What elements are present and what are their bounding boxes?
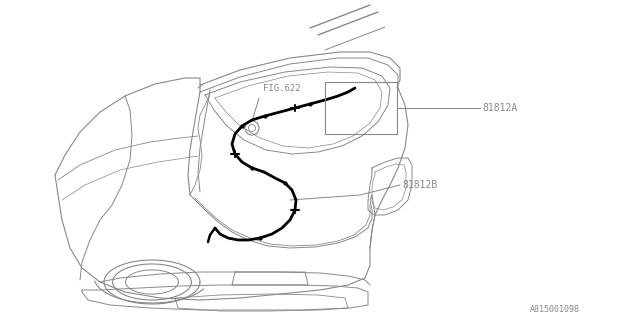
Text: FIG.622: FIG.622 xyxy=(263,84,301,92)
Text: 81812B: 81812B xyxy=(402,180,437,190)
Bar xyxy=(325,82,397,134)
Text: A815001098: A815001098 xyxy=(530,306,580,315)
Text: 81812A: 81812A xyxy=(482,103,517,113)
